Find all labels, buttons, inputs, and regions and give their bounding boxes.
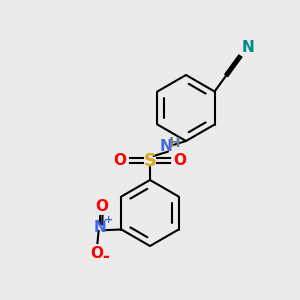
Text: O: O (90, 246, 103, 261)
Text: +: + (104, 214, 113, 225)
Text: -: - (102, 248, 109, 266)
Text: O: O (173, 153, 187, 168)
Text: S: S (143, 152, 157, 169)
Text: O: O (113, 153, 127, 168)
Text: N: N (93, 220, 106, 235)
Text: N: N (160, 139, 172, 154)
Text: N: N (241, 40, 254, 55)
Text: H: H (169, 136, 181, 150)
Text: O: O (95, 199, 108, 214)
